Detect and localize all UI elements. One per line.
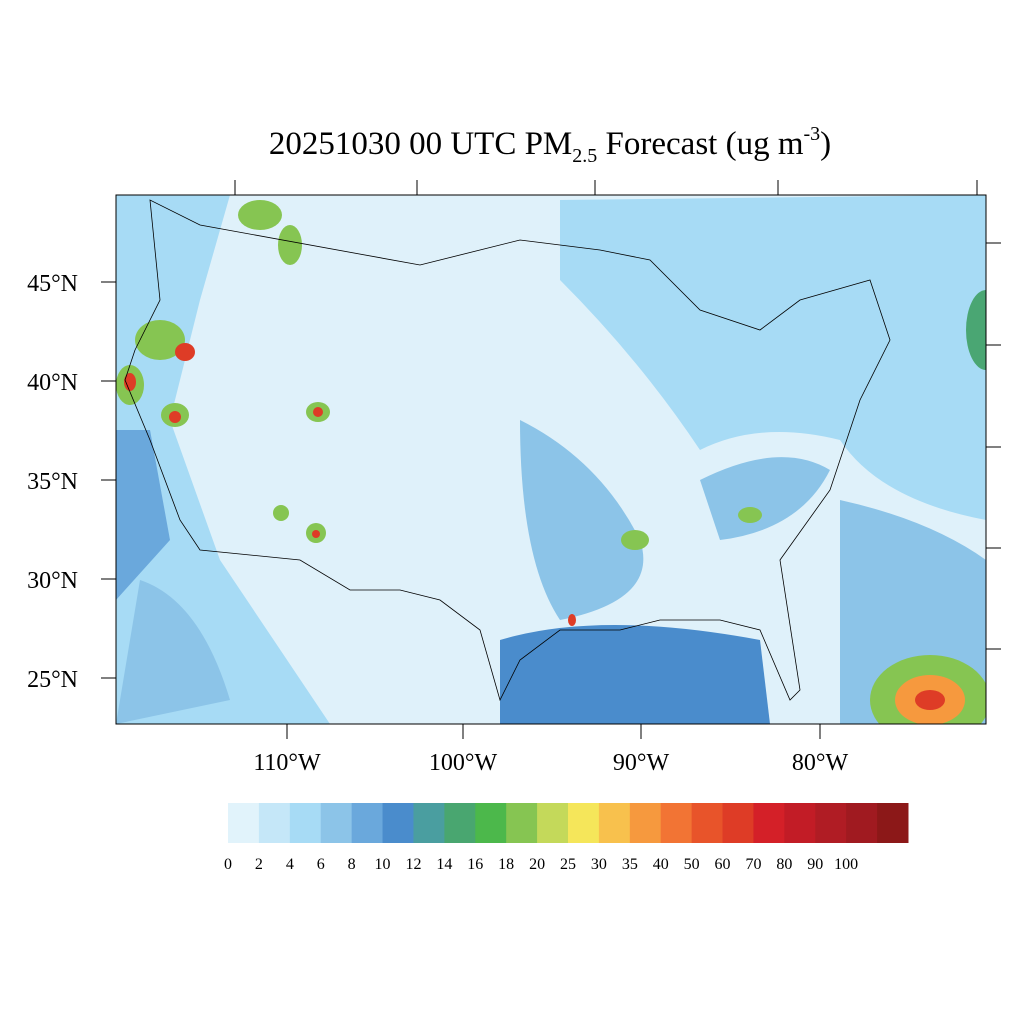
colorbar-box [258, 803, 291, 843]
colorbar-box [846, 803, 878, 843]
colorbar-label: 16 [467, 856, 483, 873]
colorbar-label: 6 [317, 856, 325, 873]
map-field [116, 195, 986, 724]
colorbar-box [444, 803, 476, 843]
lat-label: 45°N [27, 271, 78, 297]
colorbar-box [537, 803, 569, 843]
colorbar-box [815, 803, 847, 843]
colorbar-box [568, 803, 600, 843]
title-sup: -3 [803, 123, 820, 145]
colorbar-box [598, 803, 631, 843]
colorbar-box [475, 803, 507, 843]
colorbar-label: 40 [653, 856, 669, 873]
colorbar: 0 2 4 6 8 10 12 14 16 18 20 25 30 35 40 50 60 70 80 90 100 [224, 803, 909, 873]
colorbar-label: 100 [834, 856, 858, 873]
colorbar-label: 10 [375, 856, 391, 873]
lat-label: 40°N [27, 370, 78, 396]
colorbar-box [660, 803, 693, 843]
colorbar-label: 2 [255, 856, 263, 873]
colorbar-label: 50 [684, 856, 700, 873]
colorbar-box [320, 803, 353, 843]
colorbar-label: 60 [715, 856, 731, 873]
colorbar-box [351, 803, 384, 843]
frame-ticks [101, 180, 1001, 739]
colorbar-box [691, 803, 724, 843]
colorbar-label: 4 [286, 856, 294, 873]
title-end: ) [820, 126, 831, 162]
colorbar-box [228, 803, 260, 843]
title-after: Forecast (ug m [597, 126, 804, 162]
colorbar-label: 90 [807, 856, 823, 873]
colorbar-label: 8 [348, 856, 356, 873]
axis-labels: 45°N 40°N 35°N 30°N 25°N 110°W 100°W 90°W 80°W [27, 271, 848, 776]
colorbar-box [382, 803, 414, 843]
colorbar-label: 70 [745, 856, 761, 873]
lon-label: 110°W [253, 750, 321, 776]
colorbar-box [722, 803, 754, 843]
colorbar-label: 80 [776, 856, 792, 873]
colorbar-box [877, 803, 909, 843]
colorbar-label: 20 [529, 856, 545, 873]
colorbar-box [413, 803, 445, 843]
title-sub: 2.5 [572, 145, 597, 167]
colorbar-label: 14 [436, 856, 452, 873]
colorbar-label: 30 [591, 856, 607, 873]
lat-label: 35°N [27, 469, 78, 495]
lon-label: 100°W [429, 750, 498, 776]
lat-label: 25°N [27, 667, 78, 693]
lon-label: 90°W [613, 750, 670, 776]
title: 20251030 00 UTC PM2.5 Forecast (ug m-3) [269, 123, 831, 167]
colorbar-box [629, 803, 662, 843]
title-main: 20251030 00 UTC PM [269, 126, 572, 162]
colorbar-box [784, 803, 816, 843]
colorbar-label: 0 [224, 856, 232, 873]
lat-label: 30°N [27, 568, 78, 594]
colorbar-box [753, 803, 785, 843]
lon-label: 80°W [792, 750, 849, 776]
colorbar-label: 12 [405, 856, 421, 873]
colorbar-box [506, 803, 538, 843]
colorbar-box [289, 803, 322, 843]
colorbar-label: 35 [622, 856, 638, 873]
colorbar-label: 25 [560, 856, 576, 873]
colorbar-label: 18 [498, 856, 514, 873]
